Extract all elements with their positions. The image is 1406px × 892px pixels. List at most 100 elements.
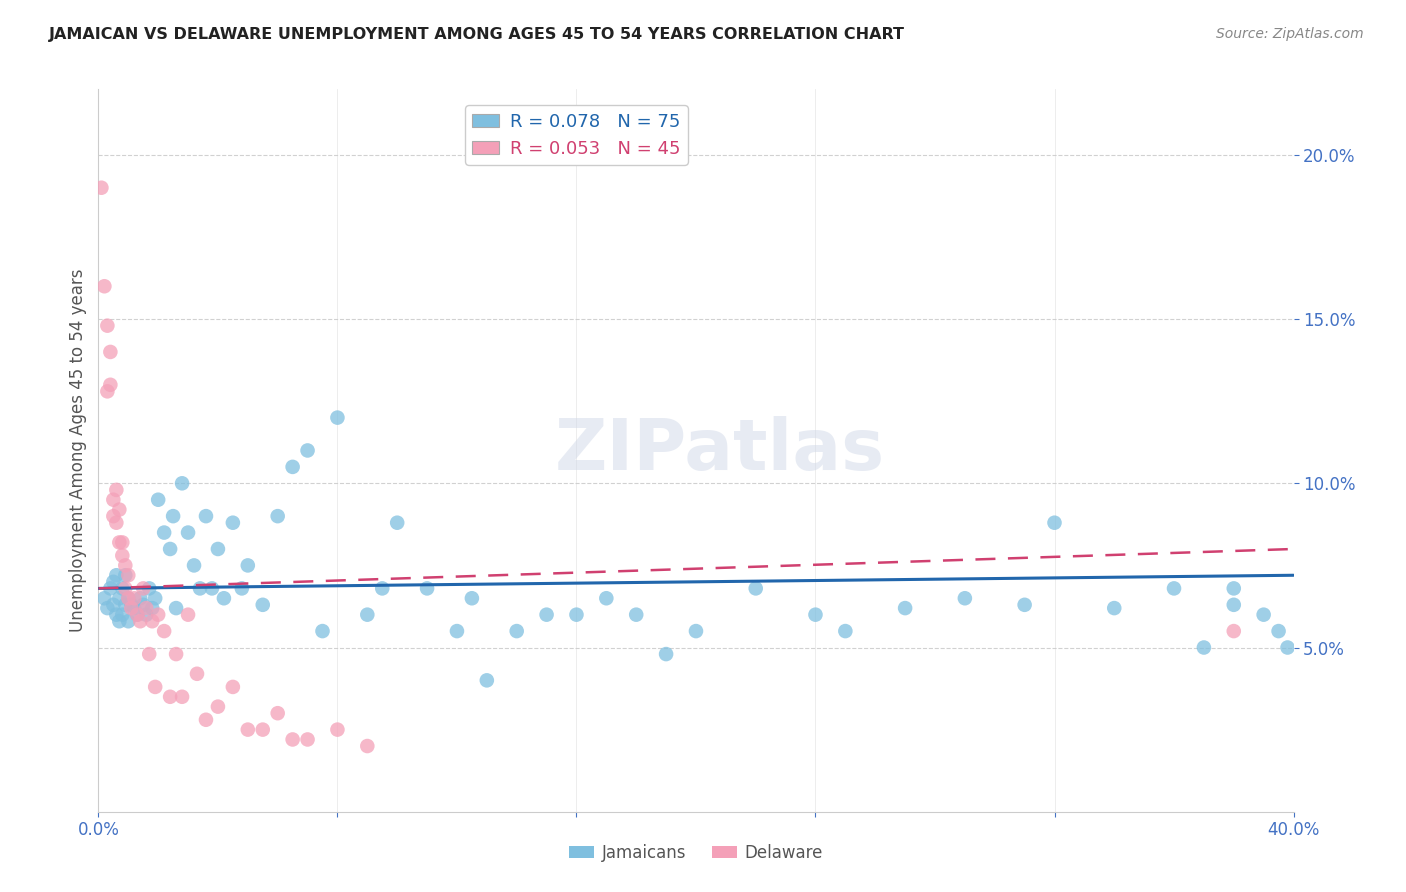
Point [117,591,139,606]
Point [506,624,529,639]
Point [114,582,136,596]
Point [148,492,170,507]
Point [117,568,139,582]
Point [626,607,648,622]
Point [267,706,290,721]
Point [141,614,163,628]
Point [135,607,157,622]
Point [105,568,128,582]
Point [267,509,290,524]
Point [1223,624,1246,639]
Point [96,318,118,333]
Point [804,607,827,622]
Point [159,541,181,556]
Point [1223,598,1246,612]
Point [177,525,200,540]
Point [108,535,131,549]
Point [105,516,128,530]
Point [212,591,235,606]
Point [222,516,245,530]
Point [1223,582,1246,596]
Point [96,384,118,399]
Point [834,624,856,639]
Point [356,739,378,753]
Point [297,443,319,458]
Text: JAMAICAN VS DELAWARE UNEMPLOYMENT AMONG AGES 45 TO 54 YEARS CORRELATION CHART: JAMAICAN VS DELAWARE UNEMPLOYMENT AMONG … [49,27,905,42]
Point [108,502,131,516]
Point [111,607,134,622]
Point [1267,624,1289,639]
Y-axis label: Unemployment Among Ages 45 to 54 years: Unemployment Among Ages 45 to 54 years [69,268,87,632]
Point [371,582,394,596]
Point [311,624,333,639]
Point [111,549,134,563]
Point [117,614,139,628]
Point [655,647,678,661]
Point [685,624,707,639]
Point [1277,640,1299,655]
Text: ZIPatlas: ZIPatlas [555,416,884,485]
Point [159,690,181,704]
Point [461,591,484,606]
Point [1104,601,1126,615]
Point [153,525,176,540]
Point [105,607,128,622]
Point [103,574,125,589]
Point [93,591,115,606]
Point [195,713,218,727]
Point [98,377,122,392]
Point [236,558,259,573]
Text: Source: ZipAtlas.com: Source: ZipAtlas.com [1216,27,1364,41]
Point [98,345,122,359]
Point [252,598,274,612]
Point [172,690,194,704]
Point [132,582,155,596]
Point [120,598,142,612]
Point [117,591,139,606]
Point [183,558,205,573]
Point [281,459,304,474]
Point [536,607,558,622]
Point [153,624,176,639]
Point [475,673,498,688]
Point [93,279,115,293]
Point [416,582,439,596]
Point [111,582,134,596]
Point [1192,640,1215,655]
Point [103,598,125,612]
Point [177,607,200,622]
Point [236,723,259,737]
Point [195,509,218,524]
Point [127,607,149,622]
Point [188,582,211,596]
Point [356,607,378,622]
Point [90,180,112,194]
Point [186,666,208,681]
Point [98,582,122,596]
Point [129,614,152,628]
Point [1043,516,1066,530]
Point [127,607,149,622]
Point [138,647,160,661]
Point [745,582,768,596]
Point [103,509,125,524]
Point [894,601,917,615]
Point [252,723,274,737]
Point [108,591,131,606]
Point [595,591,617,606]
Point [114,558,136,573]
Legend: Jamaicans, Delaware: Jamaicans, Delaware [562,837,830,869]
Point [138,582,160,596]
Point [96,601,118,615]
Point [446,624,468,639]
Point [207,699,229,714]
Point [297,732,319,747]
Point [111,535,134,549]
Point [120,601,142,615]
Point [108,614,131,628]
Point [201,582,224,596]
Point [326,723,349,737]
Point [114,598,136,612]
Point [143,591,166,606]
Point [165,647,187,661]
